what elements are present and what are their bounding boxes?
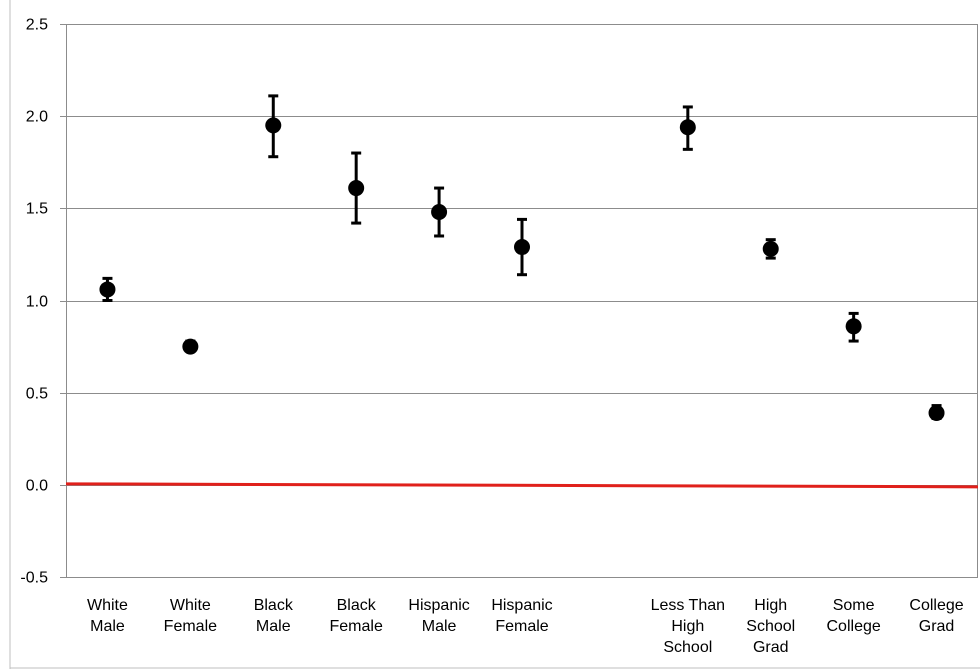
axes: [9, 0, 980, 669]
x-category-label-line: Male: [256, 618, 291, 635]
x-category-label-line: Hispanic: [491, 597, 552, 614]
x-category-label-line: Less Than: [651, 597, 725, 614]
y-tick-label: 1.0: [26, 294, 48, 311]
data-point: [431, 204, 448, 221]
y-tick-label: 2.5: [26, 17, 48, 34]
data-point: [845, 318, 862, 335]
x-category-label-line: Some: [833, 597, 875, 614]
data-point: [348, 180, 365, 197]
data-point: [182, 338, 199, 355]
x-category-label-line: School: [746, 618, 795, 635]
x-category-label-line: Male: [422, 618, 457, 635]
x-category-label: Hispanic Female: [491, 597, 552, 635]
x-category-label-line: High: [671, 618, 704, 635]
x-category-label-line: Grad: [919, 618, 955, 635]
x-category-label-line: Grad: [753, 639, 789, 656]
data-point: [514, 239, 530, 256]
x-category-label-line: White: [170, 597, 211, 614]
y-tick-label: 0.0: [26, 478, 48, 495]
data-point: [679, 119, 696, 136]
x-category-label: White Male: [87, 597, 128, 635]
y-tick-label: 1.5: [26, 201, 48, 218]
x-category-label: White Female: [164, 597, 217, 635]
x-category-label-line: Female: [495, 618, 548, 635]
x-category-label: Black Female: [330, 597, 383, 635]
x-category-label-line: Black: [254, 597, 294, 614]
x-category-label: College Grad: [909, 597, 963, 635]
data-point: [762, 240, 779, 257]
data-point: [928, 404, 945, 421]
labels: -0.5 0.0 0.5 1.0 1.5 2.0 2.5 White Male White Fema…: [20, 17, 963, 657]
reference-line-layer: [65, 482, 979, 489]
x-category-label-line: White: [87, 597, 128, 614]
x-category-label-line: Black: [337, 597, 377, 614]
x-category-label-line: Female: [164, 618, 217, 635]
data-point: [265, 117, 282, 134]
x-category-label: Less Than High School: [651, 597, 725, 656]
x-category-label: Some College: [827, 597, 881, 635]
x-category-label-line: Male: [90, 618, 125, 635]
data-point: [99, 281, 116, 298]
data-marks: [99, 94, 945, 421]
x-category-label: Black Male: [254, 597, 294, 635]
x-category-label-line: College: [909, 597, 963, 614]
x-category-label-line: Hispanic: [408, 597, 469, 614]
x-category-label: High School Grad: [746, 597, 795, 656]
x-category-label-line: Female: [330, 618, 383, 635]
x-category-label-line: High: [754, 597, 787, 614]
y-tick-label: 2.0: [26, 109, 48, 126]
gridlines: [66, 24, 978, 578]
zero-reference-line: [65, 482, 979, 489]
x-category-label-line: College: [827, 618, 881, 635]
y-tick-label: 0.5: [26, 386, 48, 403]
x-category-label-line: School: [663, 639, 712, 656]
x-category-label: Hispanic Male: [408, 597, 469, 635]
y-tick-label: -0.5: [20, 570, 48, 587]
